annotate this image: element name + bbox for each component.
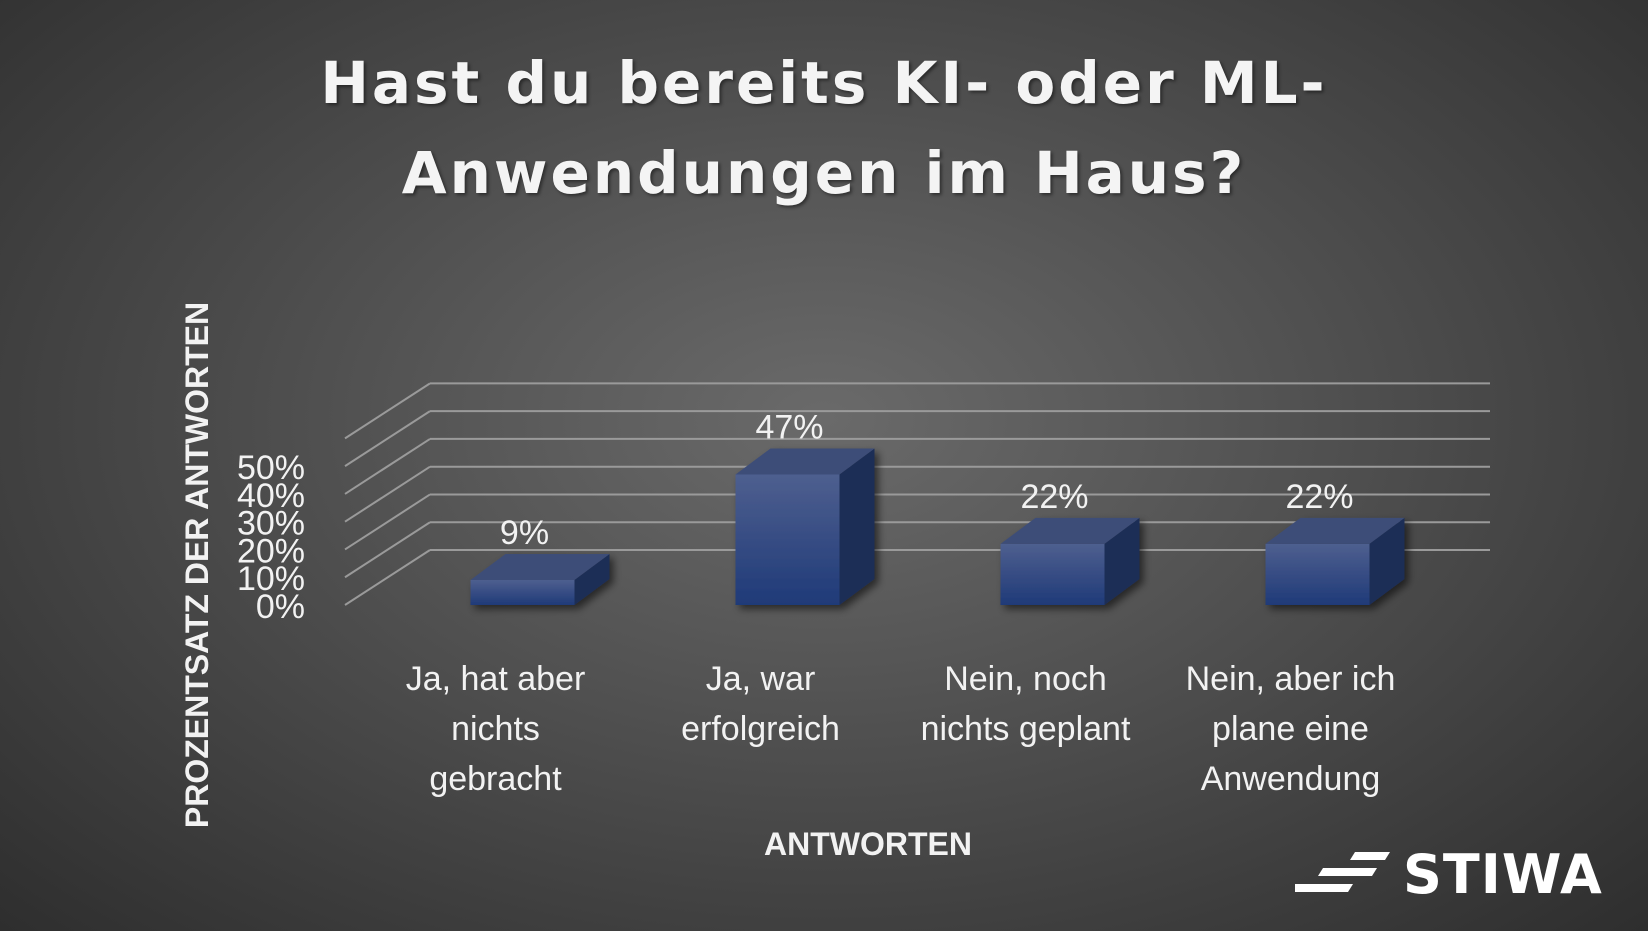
bar (1000, 517, 1140, 605)
y-tick-label: 10% (237, 560, 305, 598)
chart-title: Hast du bereits KI- oder ML- Anwendungen… (0, 38, 1648, 218)
bar-top (1265, 517, 1405, 544)
gridline-diagonal (344, 410, 431, 467)
bar (470, 554, 610, 605)
chart-title-line-2: Anwendungen im Haus? (401, 139, 1247, 207)
x-tick-label: erfolgreich (681, 710, 840, 748)
y-tick-label: 40% (237, 477, 305, 515)
bar-top (735, 448, 875, 475)
bar (1265, 517, 1405, 605)
bar-side (839, 448, 875, 605)
y-tick-label: 30% (237, 505, 305, 543)
chart-title-line-1: Hast du bereits KI- oder ML- (320, 49, 1328, 117)
bar-front (470, 580, 575, 605)
gridline-diagonal (344, 549, 431, 606)
bar-side (1369, 517, 1405, 605)
bar-front (1265, 543, 1370, 605)
data-label: 22% (1285, 478, 1353, 516)
stiwa-logo-mark-icon (1295, 852, 1390, 892)
stiwa-logo: STIWA (1295, 843, 1603, 900)
x-tick-label: Ja, war (706, 660, 816, 698)
stiwa-logo-text: STIWA (1403, 843, 1603, 900)
gridline-diagonal (344, 521, 431, 579)
bar-front (1000, 543, 1105, 605)
x-tick-label: nichts (451, 710, 540, 748)
gridline-diagonal (344, 493, 431, 551)
gridline-diagonal (344, 438, 431, 495)
data-label: 47% (755, 408, 823, 446)
bar-side (1104, 517, 1140, 605)
x-tick-label: Anwendung (1201, 760, 1381, 798)
bar (735, 448, 875, 605)
gridline-diagonal (344, 465, 431, 523)
y-tick-label: 20% (237, 532, 305, 570)
y-tick-label: 50% (237, 449, 305, 487)
x-tick-label: plane eine (1212, 710, 1369, 748)
bar-top (470, 554, 610, 581)
data-label: 9% (500, 514, 549, 552)
bar-front (735, 474, 840, 605)
x-axis-label: ANTWORTEN (764, 826, 972, 862)
y-tick-label: 0% (256, 588, 305, 626)
x-tick-label: Ja, hat aber (406, 660, 586, 698)
x-tick-label: Nein, noch (944, 660, 1107, 698)
x-tick-label: Nein, aber ich (1186, 660, 1396, 698)
y-axis-label: PROZENTSATZ DER ANTWORTEN (179, 302, 215, 828)
bar-side (574, 554, 610, 605)
gridline-diagonal (344, 382, 431, 440)
bar-top (1000, 517, 1140, 544)
x-tick-label: nichts geplant (921, 710, 1131, 748)
data-label: 22% (1020, 478, 1088, 516)
x-tick-label: gebracht (429, 760, 562, 798)
